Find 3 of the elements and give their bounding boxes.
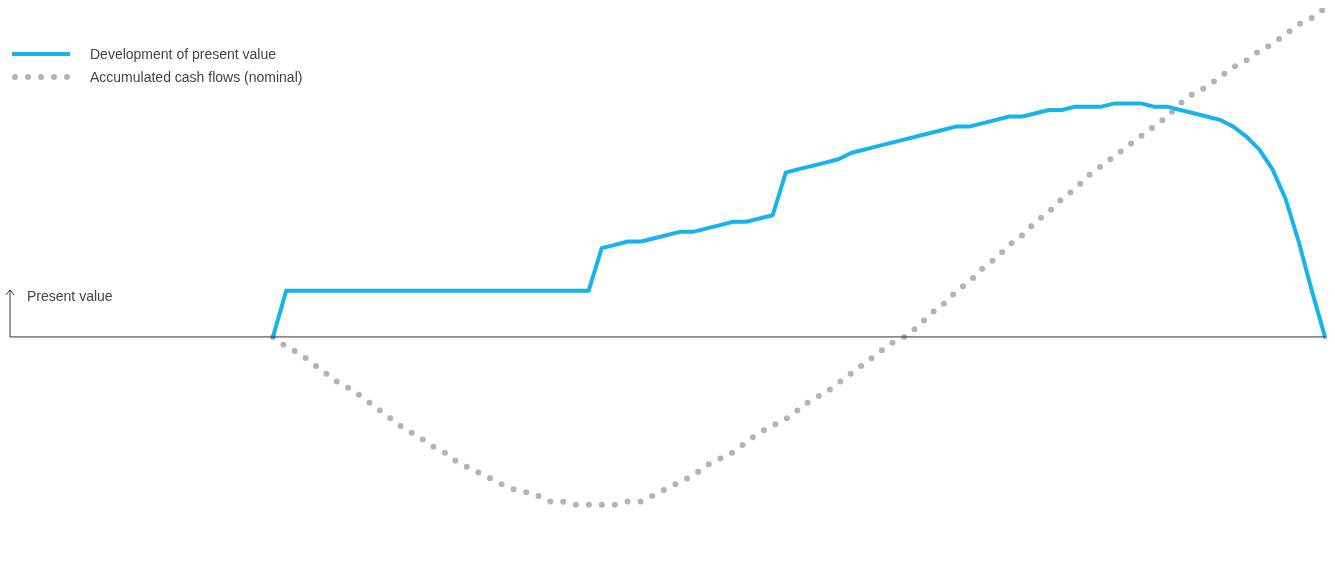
legend-label: Accumulated cash flows (nominal) [90, 68, 303, 85]
legend-label: Development of present value [90, 45, 276, 62]
y-axis-title: Present value [27, 287, 113, 304]
